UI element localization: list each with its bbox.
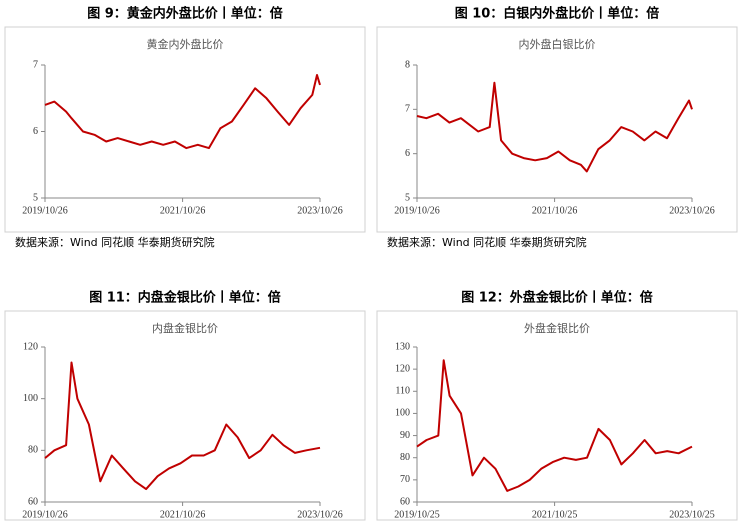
- chart-frame: [4, 310, 366, 521]
- y-tick-label: 80: [28, 445, 38, 456]
- y-tick-label: 70: [400, 474, 410, 485]
- x-tick-label: 2019/10/25: [394, 509, 440, 520]
- series-line: [416, 359, 693, 492]
- source-note: 数据来源：Wind 同花顺 华泰期货研究院: [15, 235, 215, 249]
- y-tick-label: 6: [33, 126, 38, 137]
- figure-title: 图 12：外盘金银比价丨单位：倍: [461, 290, 653, 306]
- x-tick-label: 2023/10/25: [669, 509, 715, 520]
- y-tick-label: 6: [405, 148, 410, 159]
- x-tick-label: 2019/10/26: [22, 509, 68, 520]
- x-tick-label: 2023/10/26: [297, 509, 343, 520]
- x-tick-label: 2019/10/26: [394, 205, 440, 216]
- y-tick-label: 130: [395, 341, 410, 352]
- chart-subtitle: 内盘金银比价: [152, 321, 218, 335]
- y-tick-label: 120: [23, 341, 38, 352]
- figure-title: 图 11：内盘金银比价丨单位：倍: [89, 290, 281, 306]
- x-tick-label: 2021/10/26: [160, 509, 206, 520]
- chart-frame: [4, 26, 366, 233]
- y-tick-label: 5: [33, 192, 38, 203]
- y-tick-label: 60: [400, 496, 410, 507]
- y-tick-label: 120: [395, 363, 410, 374]
- chart-subtitle: 内外盘白银比价: [519, 37, 596, 51]
- series-line: [44, 74, 321, 150]
- figure-title: 图 9：黄金内外盘比价丨单位：倍: [87, 6, 283, 22]
- y-tick-label: 7: [33, 59, 38, 70]
- y-tick-label: 100: [395, 408, 410, 419]
- y-tick-label: 110: [395, 386, 410, 397]
- series-line: [44, 361, 321, 491]
- chart-frame: [376, 26, 738, 233]
- y-tick-label: 80: [400, 452, 410, 463]
- chart-subtitle: 外盘金银比价: [524, 321, 590, 335]
- x-tick-label: 2019/10/26: [22, 205, 68, 216]
- y-tick-label: 7: [405, 104, 410, 115]
- chart-frame: [376, 310, 738, 521]
- y-tick-label: 90: [400, 430, 410, 441]
- x-tick-label: 2023/10/26: [669, 205, 715, 216]
- y-tick-label: 100: [23, 393, 38, 404]
- series-line: [416, 81, 693, 173]
- x-tick-label: 2023/10/26: [297, 205, 343, 216]
- x-tick-label: 2021/10/25: [532, 509, 578, 520]
- x-tick-label: 2021/10/26: [160, 205, 206, 216]
- y-tick-label: 5: [405, 192, 410, 203]
- y-tick-label: 8: [405, 59, 410, 70]
- y-tick-label: 60: [28, 496, 38, 507]
- source-note: 数据来源：Wind 同花顺 华泰期货研究院: [387, 235, 587, 249]
- chart-subtitle: 黄金内外盘比价: [147, 37, 224, 51]
- x-tick-label: 2021/10/26: [532, 205, 578, 216]
- figure-title: 图 10：白银内外盘比价丨单位：倍: [455, 6, 660, 22]
